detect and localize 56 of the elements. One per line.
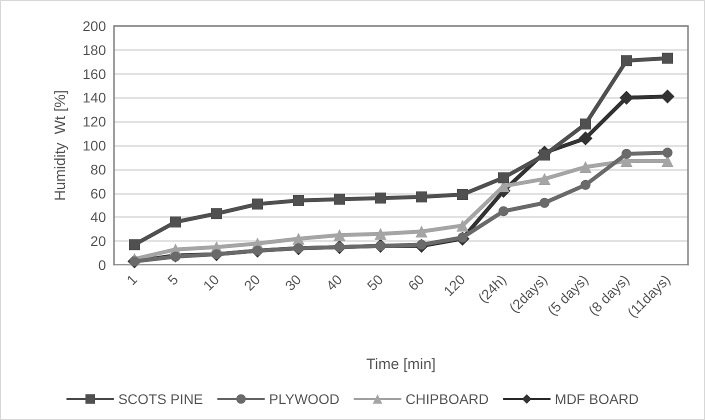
point (170, 252, 180, 262)
x-tick-label: 20 (240, 271, 264, 294)
y-tick-label: 80 (90, 161, 106, 178)
y-tick-label: 100 (82, 138, 106, 154)
point (662, 148, 672, 158)
legend-label: PLYWOOD (269, 391, 340, 407)
point (170, 216, 181, 228)
point (334, 229, 346, 242)
point (292, 232, 304, 245)
y-tick-label: 160 (82, 66, 106, 82)
point (334, 194, 345, 205)
point (660, 90, 674, 104)
y-tick-label: 120 (82, 114, 106, 130)
point (580, 118, 591, 130)
point (662, 52, 673, 64)
point (539, 150, 550, 161)
x-axis-title: Time [min] (366, 356, 436, 373)
point (374, 228, 386, 240)
point (252, 198, 263, 210)
point (129, 239, 140, 250)
point (456, 220, 468, 232)
point (211, 208, 222, 220)
point (457, 188, 468, 200)
x-tick-label: 40 (322, 271, 346, 294)
x-tick-label: 120 (440, 271, 468, 300)
x-tick-label: 10 (200, 271, 222, 294)
x-tick-label: 5 (164, 271, 182, 288)
x-tick-label: 1 (123, 271, 140, 288)
point (498, 172, 509, 184)
point (293, 194, 304, 206)
point (538, 172, 550, 185)
point (498, 206, 508, 216)
point (416, 226, 428, 238)
point (620, 90, 634, 105)
legend-label: CHIPBOARD (406, 391, 489, 407)
legend-label: MDF BOARD (554, 391, 639, 407)
x-tick-label: 30 (282, 271, 304, 294)
point (540, 198, 550, 208)
y-tick-label: 40 (90, 209, 106, 226)
x-tick-label: 50 (364, 271, 386, 294)
point (621, 55, 632, 66)
y-tick-label: 20 (90, 233, 106, 250)
point (578, 131, 592, 146)
y-tick-label: 200 (82, 18, 106, 34)
point (375, 192, 386, 204)
y-tick-label: 0 (98, 257, 106, 273)
y-tick-label: 140 (82, 90, 106, 106)
point (416, 191, 427, 202)
point (622, 148, 632, 159)
point (580, 161, 592, 174)
y-axis-title: Humidity Wt [%] (52, 90, 69, 201)
y-tick-label: 60 (90, 185, 106, 202)
legend-label: SCOTS PINE (118, 391, 204, 407)
y-tick-label: 180 (82, 42, 106, 58)
x-tick-label: 60 (404, 271, 428, 294)
point (580, 180, 590, 190)
